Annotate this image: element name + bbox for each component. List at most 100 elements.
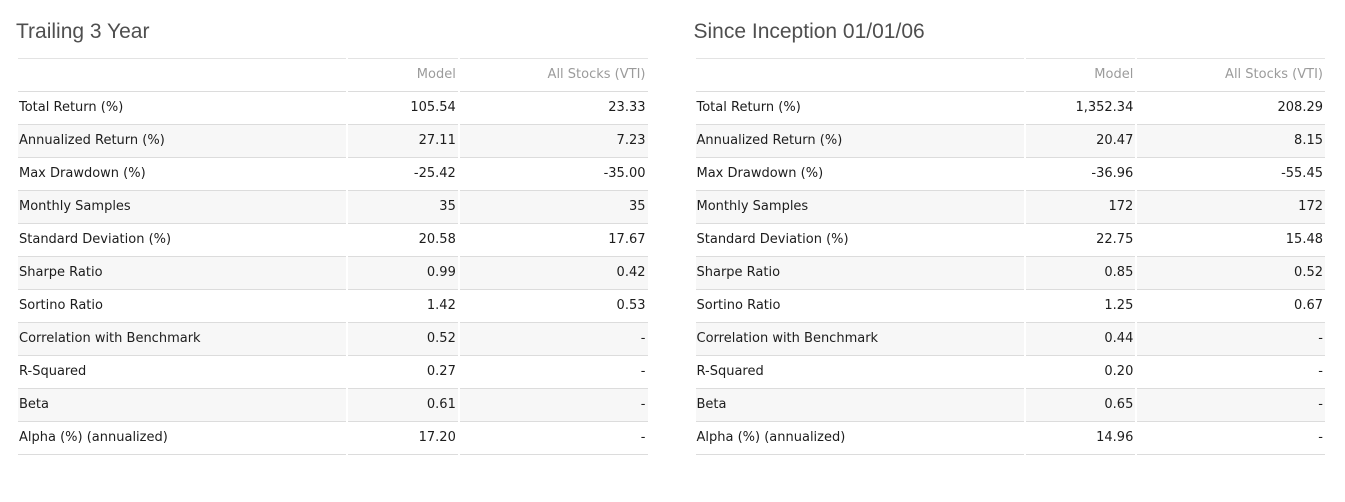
table-row: Monthly Samples 172 172	[695, 191, 1325, 224]
model-value: 0.44	[1025, 323, 1136, 356]
metric-label: Max Drawdown (%)	[18, 158, 347, 191]
table-row: Sortino Ratio 1.25 0.67	[695, 290, 1325, 323]
metric-label: Correlation with Benchmark	[18, 323, 347, 356]
benchmark-value: -	[1137, 356, 1325, 389]
metric-label: Monthly Samples	[695, 191, 1024, 224]
table-row: Monthly Samples 35 35	[18, 191, 648, 224]
model-value: 0.65	[1025, 389, 1136, 422]
benchmark-value: 0.67	[1137, 290, 1325, 323]
benchmark-column-header: All Stocks (VTI)	[1137, 58, 1325, 92]
metric-column-header	[695, 58, 1024, 92]
table-row: Annualized Return (%) 20.47 8.15	[695, 125, 1325, 158]
model-value: 0.27	[348, 356, 458, 389]
metric-label: Sharpe Ratio	[18, 257, 347, 290]
benchmark-value: 0.42	[459, 257, 648, 290]
benchmark-value: 172	[1137, 191, 1325, 224]
model-column-header: Model	[348, 58, 458, 92]
model-value: 172	[1025, 191, 1136, 224]
model-value: 0.52	[348, 323, 458, 356]
metric-label: Correlation with Benchmark	[695, 323, 1024, 356]
metric-label: Total Return (%)	[18, 92, 347, 125]
benchmark-value: 0.52	[1137, 257, 1325, 290]
metric-label: R-Squared	[695, 356, 1024, 389]
benchmark-value: -	[459, 422, 648, 455]
model-column-header: Model	[1025, 58, 1136, 92]
table-row: Total Return (%) 1,352.34 208.29	[695, 92, 1325, 125]
table-row: Total Return (%) 105.54 23.33	[18, 92, 648, 125]
metric-label: R-Squared	[18, 356, 347, 389]
benchmark-value: 17.67	[459, 224, 648, 257]
model-value: 20.47	[1025, 125, 1136, 158]
table-row: Correlation with Benchmark 0.52-	[18, 323, 648, 356]
metric-label: Total Return (%)	[695, 92, 1024, 125]
since-inception-panel: Since Inception 01/01/06 Model All Stock…	[694, 0, 1328, 502]
table-row: R-Squared 0.27-	[18, 356, 648, 389]
model-value: 1.25	[1025, 290, 1136, 323]
table-title-since-inception: Since Inception 01/01/06	[693, 20, 925, 43]
metric-label: Standard Deviation (%)	[18, 224, 347, 257]
benchmark-value: -55.45	[1137, 158, 1325, 191]
table-row: Max Drawdown (%) -25.42 -35.00	[18, 158, 648, 191]
benchmark-value: -	[459, 323, 648, 356]
benchmark-column-header: All Stocks (VTI)	[459, 58, 648, 92]
benchmark-value: 35	[459, 191, 648, 224]
table-row: Annualized Return (%) 27.11 7.23	[18, 125, 648, 158]
benchmark-value: -	[459, 389, 648, 422]
model-value: 0.85	[1025, 257, 1136, 290]
model-value: -25.42	[348, 158, 458, 191]
table-header-row: Model All Stocks (VTI)	[695, 58, 1325, 92]
table-row: Sharpe Ratio 0.85 0.52	[695, 257, 1325, 290]
metric-column-header	[18, 58, 347, 92]
metric-label: Sortino Ratio	[18, 290, 347, 323]
benchmark-value: -	[1137, 323, 1325, 356]
metric-label: Beta	[695, 389, 1024, 422]
model-value: 35	[348, 191, 458, 224]
metric-label: Alpha (%) (annualized)	[695, 422, 1024, 455]
benchmark-value: 15.48	[1137, 224, 1325, 257]
metric-label: Max Drawdown (%)	[695, 158, 1024, 191]
trailing-3-year-table: Model All Stocks (VTI) Total Return (%) 1…	[16, 58, 650, 455]
benchmark-value: 0.53	[459, 290, 648, 323]
model-value: 1,352.34	[1025, 92, 1136, 125]
model-value: 105.54	[348, 92, 458, 125]
metric-label: Alpha (%) (annualized)	[18, 422, 347, 455]
metric-label: Monthly Samples	[18, 191, 347, 224]
benchmark-value: 208.29	[1137, 92, 1325, 125]
since-inception-table: Model All Stocks (VTI) Total Return (%) 1…	[694, 58, 1328, 455]
metric-label: Sharpe Ratio	[695, 257, 1024, 290]
table-row: Correlation with Benchmark 0.44-	[695, 323, 1325, 356]
model-value: 14.96	[1025, 422, 1136, 455]
benchmark-value: 8.15	[1137, 125, 1325, 158]
table-row: Standard Deviation (%) 22.75 15.48	[695, 224, 1325, 257]
trailing-3-year-panel: Trailing 3 Year Model All Stocks (VTI) T…	[16, 0, 650, 502]
model-value: 17.20	[348, 422, 458, 455]
benchmark-value: 23.33	[459, 92, 648, 125]
model-value: 0.99	[348, 257, 458, 290]
table-row: Beta 0.61-	[18, 389, 648, 422]
model-value: -36.96	[1025, 158, 1136, 191]
metric-label: Annualized Return (%)	[18, 125, 347, 158]
metric-label: Standard Deviation (%)	[695, 224, 1024, 257]
benchmark-value: -	[1137, 422, 1325, 455]
table-row: Alpha (%) (annualized) 17.20-	[18, 422, 648, 455]
model-value: 0.20	[1025, 356, 1136, 389]
table-row: Sharpe Ratio 0.99 0.42	[18, 257, 648, 290]
metric-label: Sortino Ratio	[695, 290, 1024, 323]
model-value: 20.58	[348, 224, 458, 257]
table-title-trailing-3-year: Trailing 3 Year	[16, 20, 150, 43]
benchmark-value: -	[1137, 389, 1325, 422]
table-row: Sortino Ratio 1.42 0.53	[18, 290, 648, 323]
table-header-row: Model All Stocks (VTI)	[18, 58, 648, 92]
model-value: 22.75	[1025, 224, 1136, 257]
benchmark-value: -	[459, 356, 648, 389]
metric-label: Annualized Return (%)	[695, 125, 1024, 158]
table-row: R-Squared 0.20-	[695, 356, 1325, 389]
table-row: Alpha (%) (annualized) 14.96-	[695, 422, 1325, 455]
table-row: Beta 0.65-	[695, 389, 1325, 422]
table-row: Standard Deviation (%) 20.58 17.67	[18, 224, 648, 257]
model-value: 0.61	[348, 389, 458, 422]
metric-label: Beta	[18, 389, 347, 422]
benchmark-value: 7.23	[459, 125, 648, 158]
benchmark-value: -35.00	[459, 158, 648, 191]
